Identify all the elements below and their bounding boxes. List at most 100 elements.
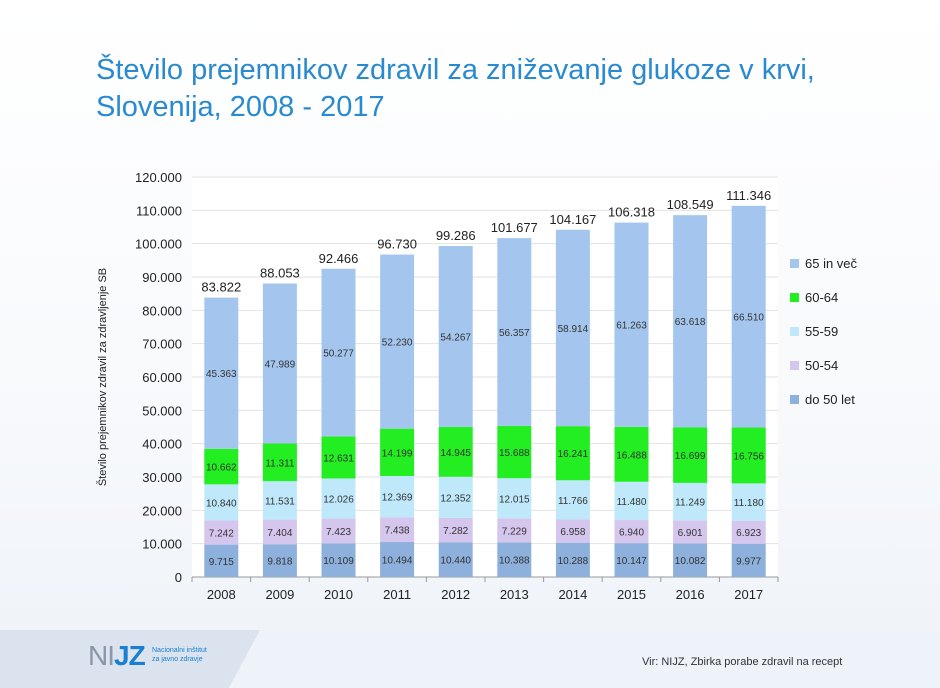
bar-segment-65-in-več (497, 238, 532, 426)
y-tick-label: 120.000 (135, 170, 182, 185)
data-label: 10.662 (206, 463, 237, 474)
x-tick-label: 2017 (734, 587, 763, 602)
legend-label: do 50 let (805, 392, 855, 407)
data-label: 7.404 (267, 528, 292, 539)
data-label: 6.958 (560, 527, 585, 538)
bar-segment-55-59 (497, 478, 532, 519)
total-label: 111.346 (726, 188, 771, 203)
data-label: 14.199 (382, 448, 413, 459)
bar-segment-do-50-let (262, 544, 297, 577)
x-tick-label: 2015 (617, 587, 646, 602)
legend-swatch (790, 361, 799, 370)
y-tick-label: 10.000 (142, 537, 182, 552)
y-tick-label: 100.000 (135, 237, 182, 252)
bar-segment-50-54 (497, 518, 532, 543)
bar-segment-65-in-več (731, 205, 766, 428)
data-label: 16.699 (675, 451, 706, 462)
data-label: 66.510 (733, 313, 764, 324)
data-label: 11.180 (734, 498, 764, 509)
bar-segment-do-50-let (438, 542, 473, 577)
data-label: 10.494 (382, 556, 413, 567)
data-label: 12.026 (323, 495, 354, 506)
legend-label: 50-54 (805, 358, 838, 373)
bar-segment-50-54 (614, 520, 649, 544)
bar-segment-65-in-več (555, 229, 590, 427)
total-label: 83.822 (201, 280, 241, 295)
nijz-logo: NIJZ (88, 640, 146, 671)
data-label: 9.977 (736, 556, 761, 567)
bar-segment-do-50-let (497, 542, 532, 577)
data-label: 10.288 (558, 556, 589, 567)
chart-title: Število prejemnikov zdravil za zniževanj… (96, 52, 815, 126)
bar-segment-55-59 (673, 482, 708, 521)
bar-segment-65-in-več (321, 268, 356, 437)
bar-segment-60-64 (321, 436, 356, 479)
data-label: 45.363 (206, 369, 237, 380)
logo-subtitle: Nacionalni inštitut za javno zdravje (152, 647, 207, 663)
y-tick-label: 0 (175, 570, 182, 585)
data-label: 12.015 (499, 494, 530, 505)
x-tick-label: 2008 (207, 587, 236, 602)
bar-segment-55-59 (438, 476, 473, 518)
data-label: 7.282 (443, 526, 468, 537)
y-tick-label: 30.000 (142, 470, 182, 485)
bar-segment-50-54 (262, 519, 297, 545)
total-label: 101.677 (491, 220, 538, 235)
bar-segment-do-50-let (555, 542, 590, 577)
bar-segment-55-59 (555, 480, 590, 520)
data-label: 6.923 (736, 528, 761, 539)
total-label: 92.466 (319, 251, 359, 266)
data-label: 14.945 (440, 448, 471, 459)
legend-label: 65 in več (805, 256, 858, 271)
bar-segment-60-64 (673, 427, 708, 483)
total-label: 104.167 (549, 212, 596, 227)
data-label: 7.229 (502, 526, 527, 537)
data-label: 12.352 (440, 493, 471, 504)
y-tick-label: 70.000 (142, 337, 182, 352)
bar-segment-65-in-več (673, 215, 708, 428)
data-label: 11.249 (675, 498, 705, 509)
data-label: 54.267 (440, 332, 471, 343)
stacked-bar-chart: 0 10.000 20.000 30.000 40.000 50.000 60.000 70.… (96, 170, 858, 602)
legend-swatch (790, 327, 799, 336)
bar-segment-do-50-let (321, 543, 356, 577)
legend-label: 55-59 (805, 324, 838, 339)
data-label: 9.818 (267, 557, 292, 568)
data-label: 16.241 (558, 449, 589, 460)
x-tick-label: 2012 (441, 587, 470, 602)
y-tick-label: 20.000 (142, 503, 182, 518)
bar-segment-do-50-let (731, 543, 766, 577)
x-tick-label: 2009 (265, 587, 294, 602)
bar-segment-do-50-let (673, 543, 708, 577)
data-label: 11.766 (558, 496, 588, 507)
bar-segment-50-54 (204, 520, 239, 545)
y-tick-label: 50.000 (142, 403, 182, 418)
data-label: 10.082 (675, 556, 706, 567)
footer-accent (0, 630, 260, 688)
total-label: 108.549 (667, 197, 714, 212)
data-label: 10.109 (323, 556, 354, 567)
bar-segment-55-59 (204, 484, 239, 521)
data-label: 6.901 (678, 528, 703, 539)
bar-segment-55-59 (731, 483, 766, 521)
bar-segment-65-in-več (204, 297, 239, 449)
bar-segment-60-64 (380, 428, 415, 476)
data-label: 58.914 (558, 324, 589, 335)
total-label: 99.286 (436, 228, 476, 243)
data-label: 63.618 (675, 317, 706, 328)
data-label: 12.631 (323, 453, 354, 464)
data-label: 47.989 (265, 359, 296, 370)
bar-segment-60-64 (555, 426, 590, 481)
y-tick-label: 110.000 (136, 203, 182, 218)
bar-segment-do-50-let (614, 543, 649, 577)
data-label: 56.357 (499, 328, 530, 339)
bar-segment-60-64 (731, 427, 766, 484)
y-axis-label: Število prejemnikov zdravil za zdravljen… (96, 268, 109, 486)
bar-segment-55-59 (614, 481, 649, 521)
data-label: 7.423 (326, 527, 351, 538)
bar-segment-50-54 (555, 519, 590, 543)
data-label: 50.277 (323, 349, 354, 360)
bar-segment-50-54 (380, 517, 415, 543)
data-label: 15.688 (499, 448, 530, 459)
bar-segment-60-64 (204, 448, 239, 485)
